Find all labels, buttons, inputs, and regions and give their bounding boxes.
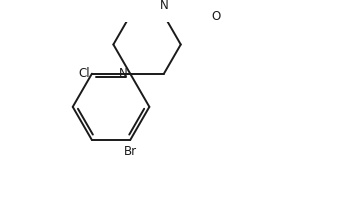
- Text: Br: Br: [124, 145, 138, 158]
- Text: O: O: [211, 10, 221, 23]
- Text: Cl: Cl: [78, 67, 90, 80]
- Text: N: N: [159, 0, 168, 12]
- Text: N: N: [119, 67, 127, 80]
